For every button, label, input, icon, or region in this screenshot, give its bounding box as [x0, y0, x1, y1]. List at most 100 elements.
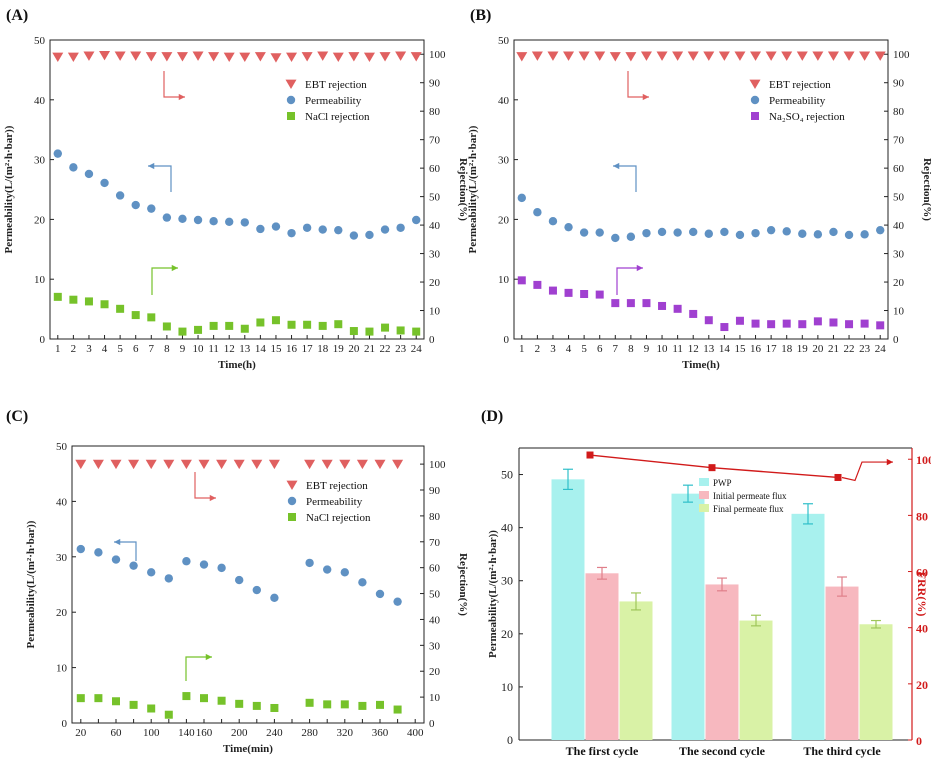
panel-a-permeability-point — [162, 213, 172, 222]
panel-c-ebt-rejection-point — [163, 459, 175, 470]
panel-b-na-so-rejection-point — [658, 301, 667, 310]
panel-a-xtick-label: 18 — [317, 343, 329, 355]
panel-d-initial-permeate-flux-bar — [705, 584, 739, 740]
panel-b-ebt-rejection-point — [547, 51, 559, 61]
panel-a-ytick-label: 50 — [34, 35, 46, 47]
panel-b-y2tick-label: 80 — [893, 106, 905, 118]
panel-b-na2so4-axis-arrow — [616, 267, 643, 295]
panel-a-permeability-point — [318, 225, 327, 234]
panel-b-permeability-point — [704, 229, 713, 238]
panel-a-ebt-rejection-point — [395, 51, 407, 61]
panel-a-permeability-axis-arrow — [148, 165, 172, 192]
panel-c-nacl-axis-arrow — [185, 656, 212, 681]
panel-a-legend-label: EBT rejection — [305, 79, 367, 91]
panel-b-y2tick-label: 100 — [893, 49, 910, 61]
panel-b-permeability-point — [548, 216, 558, 226]
panel-b-legend-marker — [751, 112, 759, 120]
panel-a-permeability-point — [100, 178, 109, 188]
panel-c-permeability-point — [358, 578, 367, 587]
panel-label-d: (D) — [481, 408, 503, 425]
panel-a-nacl-rejection-point — [381, 323, 390, 332]
panel-a-nacl-axis-arrow — [151, 267, 178, 295]
panel-a-nacl-rejection-point — [412, 327, 421, 336]
panel-a-xtick-label: 3 — [86, 343, 92, 355]
panel-a-ebt-rejection-point — [363, 52, 375, 63]
panel-label-b: (B) — [470, 7, 491, 24]
panel-b-na-so-rejection-point — [689, 309, 698, 318]
panel-c-nacl-rejection-point — [393, 705, 402, 714]
panel-a-ebt-rejection-point — [99, 50, 111, 61]
panel-b-ebt-rejection-point — [609, 52, 621, 62]
panel-d-ylabel-right: FRR(%) — [915, 572, 929, 617]
panel-b-xtick-label: 8 — [628, 343, 634, 355]
panel-d-frr-axis-arrow-head — [886, 458, 893, 466]
panel-b-permeability-point — [735, 230, 745, 240]
panel-a-permeability-point — [271, 222, 281, 231]
panel-c-y2tick-label: 40 — [429, 614, 441, 626]
panel-b-permeability-point — [595, 228, 604, 237]
panel-a-xtick-label: 12 — [224, 343, 235, 355]
panel-a-permeability-point — [240, 218, 249, 227]
panel-c-permeability-point — [182, 557, 191, 566]
panel-a-ebt-rejection-point — [223, 52, 235, 63]
panel-c-permeability-point — [252, 585, 261, 595]
panel-b-ebt-rejection-point — [625, 52, 637, 62]
panel-d-category-label: The first cycle — [566, 744, 639, 758]
panel-b-ylabel: Permeability(L/(m²·h·bar)) — [467, 125, 479, 253]
panel-c-xtick-label: 280 — [301, 727, 318, 739]
panel-c-nacl-rejection-point — [182, 692, 191, 701]
panel-b-ebt-rejection-point — [687, 51, 699, 61]
panel-a-ebt-rejection-point — [145, 52, 157, 62]
panel-c-nacl-rejection-point — [252, 701, 261, 710]
panel-c-nacl-rejection-point — [323, 700, 332, 709]
panel-b-na-so-rejection-point — [829, 318, 838, 327]
panel-a-ylabel-right: Rejection(%) — [457, 158, 469, 221]
panel-a-ebt-rejection-point — [83, 51, 95, 61]
panel-c-ytick-label: 40 — [56, 496, 68, 508]
panel-b-na-so-rejection-point — [782, 319, 791, 328]
panel-a-ebt-rejection-point — [176, 52, 188, 62]
panel-a-ebt-rejection-point — [379, 52, 391, 62]
panel-a-nacl-rejection-point — [116, 304, 125, 313]
panel-b-permeability-point — [517, 193, 526, 203]
panel-c-xtick-label: 360 — [372, 727, 389, 739]
panel-c-permeability-point — [164, 574, 173, 583]
panel-a-xtick-label: 20 — [348, 343, 360, 355]
panel-b-legend-label: EBT rejection — [769, 79, 831, 91]
panel-c-legend-label: EBT rejection — [306, 480, 368, 492]
panel-a-ebt-rejection-point — [192, 51, 204, 61]
panel-c-y2tick-label: 30 — [429, 640, 441, 652]
panel-c-ebt-axis-arrow — [194, 472, 216, 499]
panel-a-nacl-rejection-point — [84, 297, 93, 306]
panel-c-y2tick-label: 100 — [429, 459, 446, 471]
panel-a-permeability-point — [349, 231, 359, 240]
panel-a-nacl-rejection-point — [365, 327, 374, 336]
panel-a-permeability-point — [302, 223, 312, 232]
panel-d-frr-point — [708, 464, 716, 472]
panel-c-xtick-label: 320 — [337, 727, 354, 739]
panel-b-xtick-label: 6 — [597, 343, 603, 355]
panel-b-na-so-rejection-point — [704, 316, 713, 325]
panel-a-y2tick-label: 90 — [429, 78, 441, 90]
panel-b-ebt-rejection-point — [703, 51, 715, 61]
panel-a-permeability-point — [84, 169, 94, 179]
panel-a-ebt-rejection-point — [254, 52, 266, 62]
panel-b-permeability-point — [782, 227, 791, 236]
panel-b-xtick-label: 7 — [613, 343, 619, 355]
panel-d-ytick-label: 40 — [501, 521, 513, 535]
panel-c-ebt-rejection-point — [198, 459, 210, 470]
panel-b-xtick-label: 5 — [581, 343, 587, 355]
panel-d-y2tick-label: 20 — [916, 678, 928, 692]
panel-b-ebt-rejection-point — [640, 51, 652, 61]
panel-a-nacl-rejection-point — [287, 320, 296, 329]
panel-b-ebt-rejection-point — [750, 51, 762, 61]
panel-a-nacl-rejection-point — [53, 292, 62, 301]
panel-a-legend-label: NaCl rejection — [305, 111, 370, 123]
panel-b-xtick-label: 19 — [797, 343, 809, 355]
panel-a-nacl-rejection-point — [69, 295, 78, 304]
panel-a-ylabel: Permeability(L/(m²·h·bar)) — [3, 125, 15, 253]
panel-b-permeability-point — [626, 232, 636, 241]
panel-c-ebt-axis-arrow-head — [209, 494, 216, 502]
panel-d-legend-label: Final permeate flux — [713, 504, 784, 514]
panel-c-ebt-rejection-point — [92, 459, 104, 470]
